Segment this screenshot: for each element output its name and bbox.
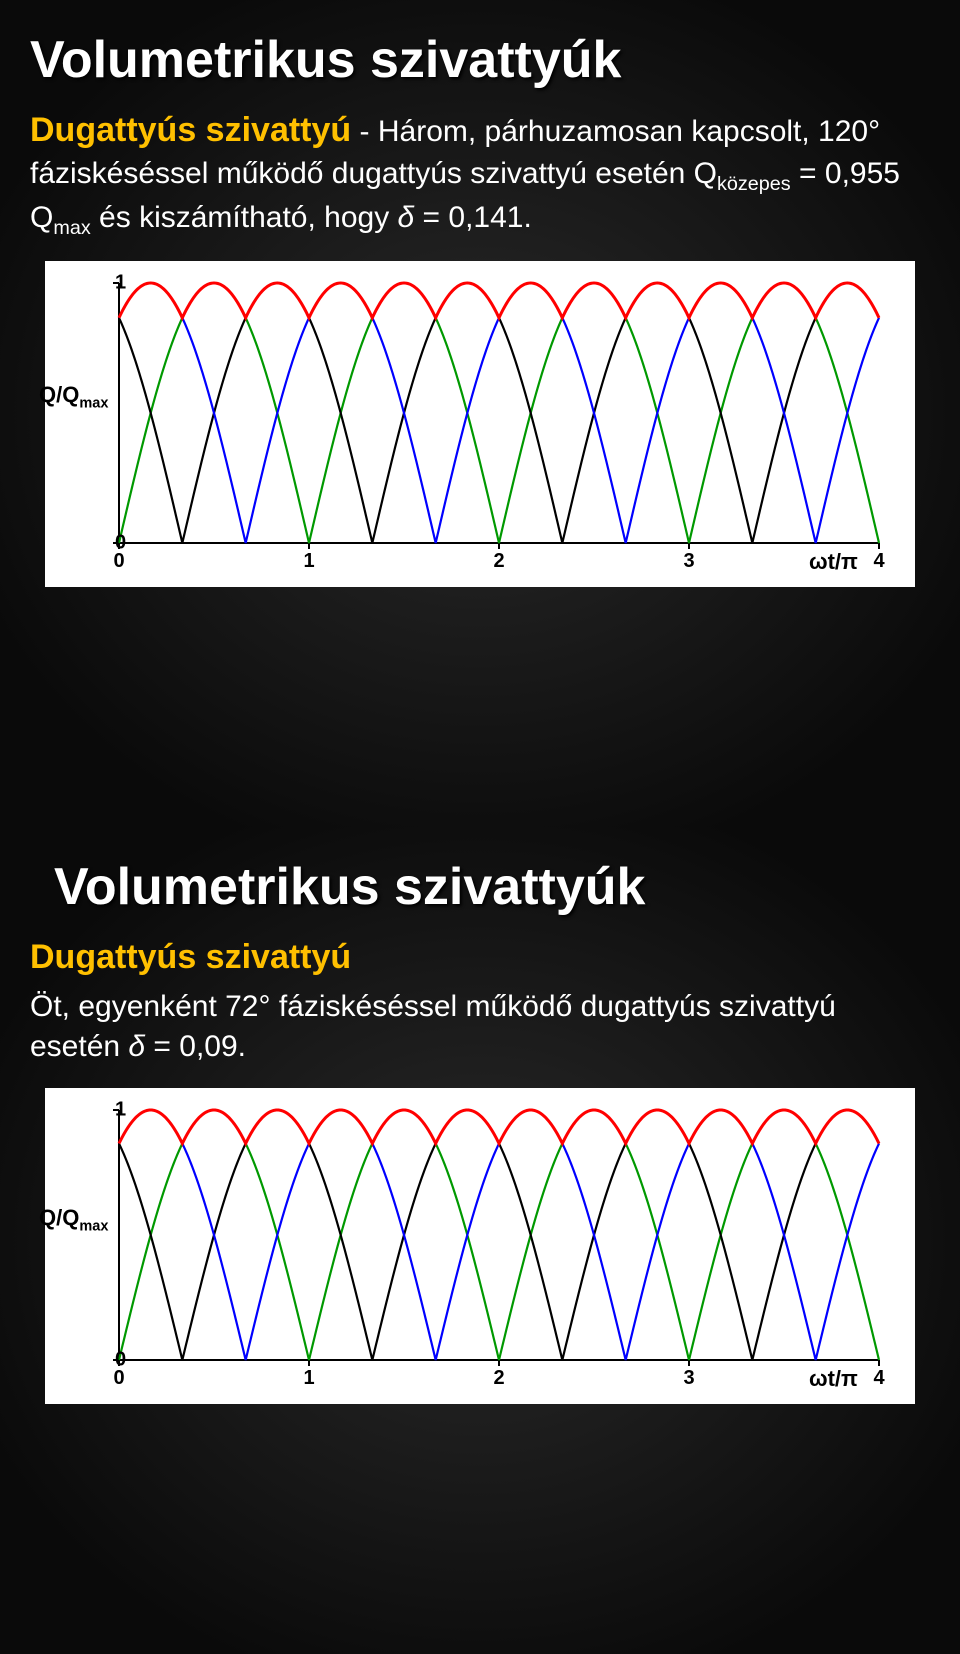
y-tick-label: 0 [115, 1348, 126, 1371]
x-tick-label: 3 [683, 1367, 694, 1390]
y-tick-label: 0 [115, 532, 126, 555]
x-tick-label: 1 [303, 550, 314, 573]
series-line [119, 283, 879, 543]
text-segment: = 0,141. [414, 201, 532, 234]
y-axis-title-text: Q/Q [39, 382, 79, 407]
slide-1-title: Volumetrikus szivattyúk [30, 30, 930, 90]
y-axis-title: Q/Qmax [39, 382, 108, 411]
x-tick-label: 4 [873, 1367, 884, 1390]
x-tick-label: 2 [493, 550, 504, 573]
chart-svg [59, 1100, 889, 1394]
chart-2: 0123401Q/Qmaxωt/π [59, 1100, 889, 1394]
slide-1: Volumetrikus szivattyúk Dugattyús szivat… [0, 0, 960, 827]
text-segment: és kiszámítható, hogy [91, 201, 398, 234]
x-axis-title: ωt/π [809, 549, 858, 575]
chart-2-wrap: 0123401Q/Qmaxωt/π [45, 1088, 915, 1404]
slide-2-subtitle: Dugattyús szivattyú [30, 935, 930, 981]
y-tick-label: 1 [115, 272, 126, 295]
y-axis-title-sub: max [79, 1218, 108, 1234]
y-tick-label: 1 [115, 1098, 126, 1121]
chart-1: 0123401Q/Qmaxωt/π [59, 273, 889, 577]
x-tick-label: 2 [493, 1367, 504, 1390]
x-tick-label: 4 [873, 550, 884, 573]
envelope-line [119, 1110, 879, 1143]
slide-2-body: Dugattyús szivattyú Öt, egyenként 72° fá… [30, 935, 930, 1068]
text-ital: δ [398, 201, 415, 234]
slide-2: Volumetrikus szivattyúk Dugattyús szivat… [0, 827, 960, 1654]
slide-1-body: Dugattyús szivattyú - Három, párhuzamosa… [30, 108, 930, 241]
series-line [119, 1110, 879, 1360]
slide-2-title: Volumetrikus szivattyúk [30, 857, 930, 917]
chart-1-wrap: 0123401Q/Qmaxωt/π [45, 261, 915, 587]
text-sub: max [53, 217, 90, 239]
y-axis-title-sub: max [79, 396, 108, 412]
x-tick-label: 1 [303, 1367, 314, 1390]
y-axis-title-text: Q/Q [39, 1205, 79, 1230]
x-tick-label: 3 [683, 550, 694, 573]
series-line [119, 283, 879, 543]
text-ital: δ [128, 1030, 145, 1063]
y-axis-title: Q/Qmax [39, 1205, 108, 1234]
series-line [119, 283, 879, 543]
text-sub: közepes [717, 173, 791, 195]
text-segment: = 0,09. [145, 1030, 246, 1063]
slide-1-subtitle: Dugattyús szivattyú [30, 111, 351, 149]
x-axis-title: ωt/π [809, 1366, 858, 1392]
chart-svg [59, 273, 889, 577]
series-line [119, 1110, 879, 1360]
series-line [119, 1110, 879, 1360]
envelope-line [119, 283, 879, 318]
